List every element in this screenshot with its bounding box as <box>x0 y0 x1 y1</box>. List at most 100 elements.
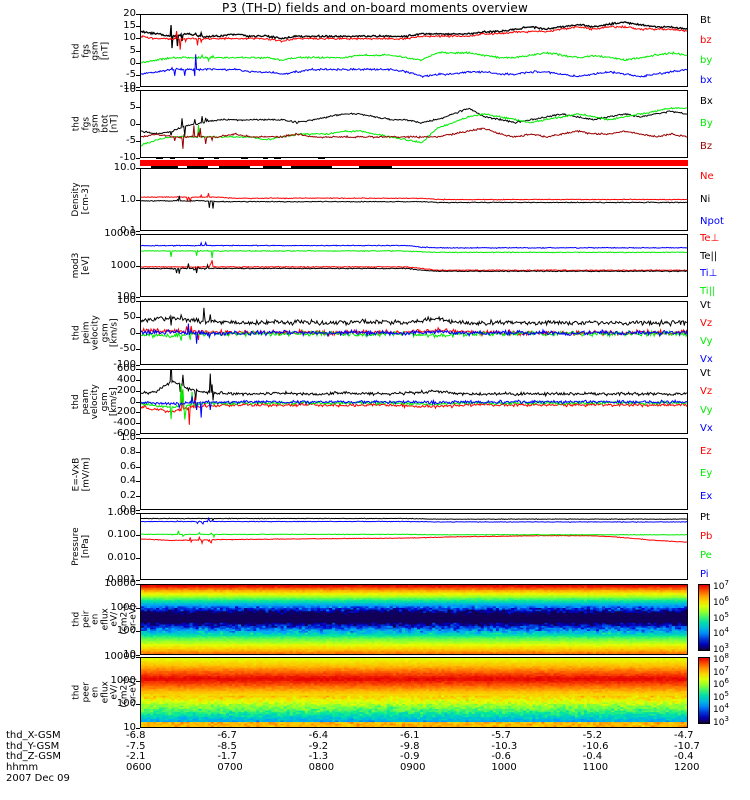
colorbar-base: 10 <box>713 645 725 655</box>
ytick-label: 0.100 <box>107 529 136 541</box>
colorbar-exp: 8 <box>724 652 729 660</box>
time-tick-label: 1000 <box>491 761 517 773</box>
data-availability-segment <box>186 166 209 168</box>
ylabel-line: thd <box>71 43 81 58</box>
colorbar-exp: 6 <box>724 594 729 603</box>
colorbar-tick: 105 <box>713 690 729 703</box>
ytick-mark <box>136 365 140 366</box>
coord-value: -10.3 <box>491 740 518 752</box>
ytick-mark <box>136 317 140 318</box>
time-tick-label: 1200 <box>674 761 700 773</box>
ytick-label: 0.2 <box>120 489 136 501</box>
panel-temperature <box>140 234 688 297</box>
time-tick-label: 1100 <box>582 761 609 773</box>
ytick-mark <box>136 124 140 125</box>
legend-fgs-gsm-b-by: by <box>700 54 713 66</box>
colorbar-exp: 5 <box>724 610 729 619</box>
colorbar-exp: 3 <box>724 642 729 650</box>
data-availability-segment <box>263 166 283 168</box>
ylabel-efield: E=-VxB [mV/m] <box>71 438 91 510</box>
ylabel-line: E=-VxB <box>71 457 81 491</box>
ylabel-peim-velocity: thd peim velocity gsm [km/s] <box>71 301 120 365</box>
coord-value: -0.4 <box>674 751 694 762</box>
ytick-label: -50 <box>119 343 136 354</box>
ytick-mark <box>136 62 140 64</box>
data-availability-segment <box>150 166 179 168</box>
ytick-mark <box>136 657 140 658</box>
ylabel-line: thd <box>71 612 81 627</box>
ytick-mark <box>136 87 140 88</box>
ytick-mark <box>136 412 140 414</box>
ytick-mark <box>136 481 140 483</box>
ytick-label: -400 <box>113 417 136 429</box>
ylabel-line: -sr-eV) <box>128 604 138 635</box>
ytick-label: 100 <box>116 698 136 710</box>
colorbar-base: 10 <box>713 613 725 624</box>
colorbar-base: 10 <box>713 680 725 691</box>
ytick-mark <box>136 14 140 15</box>
ytick-label: -5 <box>126 68 136 80</box>
legend-density-Npot: Npot <box>700 216 724 227</box>
legend-fgs-gse-b-By: By <box>700 118 713 129</box>
ytick-mark <box>136 231 140 232</box>
colorbar-tick: 107 <box>713 579 729 592</box>
ytick-mark <box>136 168 140 169</box>
ytick-label: 0.8 <box>120 446 136 458</box>
ytick-mark <box>136 607 140 609</box>
legend-peam-velocity-Vz: Vz <box>700 386 713 398</box>
colorbar-base: 10 <box>713 629 725 640</box>
legend-peam-velocity-Vx: Vx <box>700 423 713 434</box>
legend-density-Ni: Ni <box>700 193 711 205</box>
panel-fgs-gse-b <box>140 90 688 158</box>
data-availability-segment <box>170 157 175 159</box>
colorbar-tick: 103 <box>713 642 729 655</box>
data-availability-segment <box>274 157 281 159</box>
ytick-mark <box>136 390 140 392</box>
legend-fgs-gsm-b-bx: bx <box>700 74 713 86</box>
ytick-mark <box>136 26 140 28</box>
legend-fgs-gsm-b-Bt: Bt <box>700 14 711 26</box>
ylabel-line: velocity <box>90 315 100 351</box>
ytick-mark <box>136 580 140 581</box>
ytick-label: 100 <box>116 625 136 637</box>
ylabel-temperature: mod3 [eV] <box>71 234 91 297</box>
colorbar-exp: 4 <box>724 626 729 635</box>
ytick-label: 0.010 <box>107 551 136 563</box>
ytick-label: 15 <box>123 20 136 32</box>
colorbar-tick: 104 <box>713 626 729 639</box>
ylabel-line: en <box>90 613 100 626</box>
legend-temperature-Te: Te|| <box>700 250 718 262</box>
ytick-label: 200 <box>116 384 136 396</box>
ytick-mark <box>136 50 140 52</box>
panel-density <box>140 168 688 231</box>
ytick-mark <box>136 107 140 108</box>
colorbar-base: 10 <box>713 718 725 728</box>
ylabel-line: gsm <box>90 114 100 134</box>
ytick-mark <box>136 301 140 302</box>
data-availability-segment <box>263 157 269 159</box>
ytick-mark <box>136 513 140 514</box>
data-availability-segment <box>156 157 163 159</box>
legend-pressure-Pe: Pe <box>700 550 712 561</box>
data-availability-segment <box>197 157 205 159</box>
ytick-label: 100 <box>116 291 136 302</box>
data-availability-segment <box>213 157 220 159</box>
ylabel-line: thd <box>71 325 81 341</box>
colorbar-base: 10 <box>713 655 725 665</box>
ytick-mark <box>136 680 140 682</box>
legend-pressure-Pt: Pt <box>700 512 710 523</box>
ytick-mark <box>136 584 140 585</box>
ytick-label: 1000 <box>110 259 136 271</box>
date-label: 2007 Dec 09 <box>6 773 70 784</box>
ytick-label: 10 <box>123 84 136 95</box>
ytick-label: 10000 <box>104 228 136 239</box>
legend-peim-velocity-Vt: Vt <box>700 300 711 311</box>
ylabel-line: eV/ <box>109 612 119 627</box>
ytick-mark <box>136 466 140 468</box>
ytick-mark <box>136 728 140 729</box>
ytick-label: 0 <box>129 118 136 129</box>
ytick-label: 50 <box>123 311 136 322</box>
ytick-label: 0 <box>129 395 136 407</box>
ytick-label: 5 <box>129 101 136 112</box>
ytick-label: -10 <box>119 152 136 163</box>
